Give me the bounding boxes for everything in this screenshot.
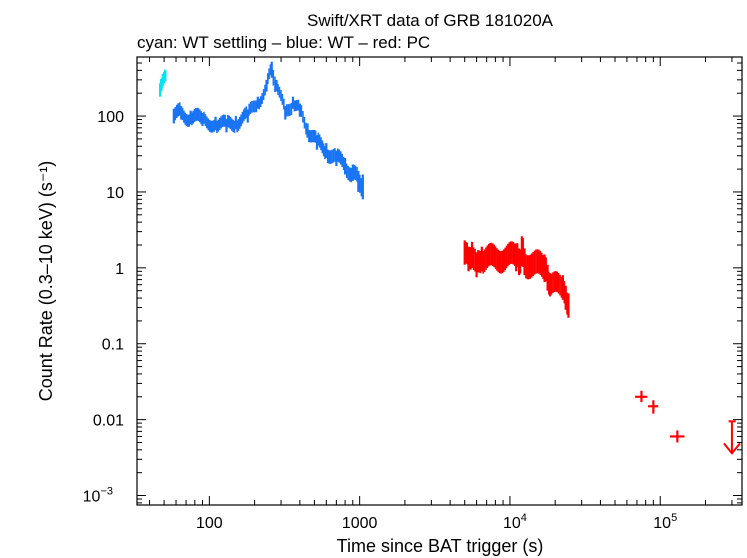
x-tick-label: 104	[503, 512, 527, 532]
x-tick-label: 100	[196, 515, 223, 532]
x-axis-label: Time since BAT trigger (s)	[337, 536, 544, 556]
y-tick-label: 10−3	[83, 486, 113, 506]
series-wt-settling	[158, 69, 167, 97]
axis-ticks	[137, 56, 742, 505]
x-tick-label: 105	[653, 512, 677, 532]
y-tick-label: 0.1	[102, 337, 124, 354]
plot-frame	[136, 56, 743, 506]
chart-subtitle: cyan: WT settling – blue: WT – red: PC	[137, 33, 430, 52]
y-tick-label: 100	[97, 109, 124, 126]
series-wt	[172, 61, 364, 200]
y-tick-label: 0.01	[93, 413, 124, 430]
y-tick-label: 1	[115, 261, 124, 278]
data-marks	[158, 61, 741, 455]
y-tick-label: 10	[106, 185, 124, 202]
series-pc	[463, 236, 741, 455]
y-axis-label: Count Rate (0.3–10 keV) (s⁻¹)	[36, 161, 56, 402]
x-tick-labels: 100 1000 104 105	[196, 512, 677, 532]
chart-title: Swift/XRT data of GRB 181020A	[307, 11, 554, 30]
y-tick-labels: 100 10 1 0.1 0.01 10−3	[83, 109, 124, 505]
x-tick-label: 1000	[342, 515, 378, 532]
upper-limit-arrowhead	[723, 442, 741, 455]
